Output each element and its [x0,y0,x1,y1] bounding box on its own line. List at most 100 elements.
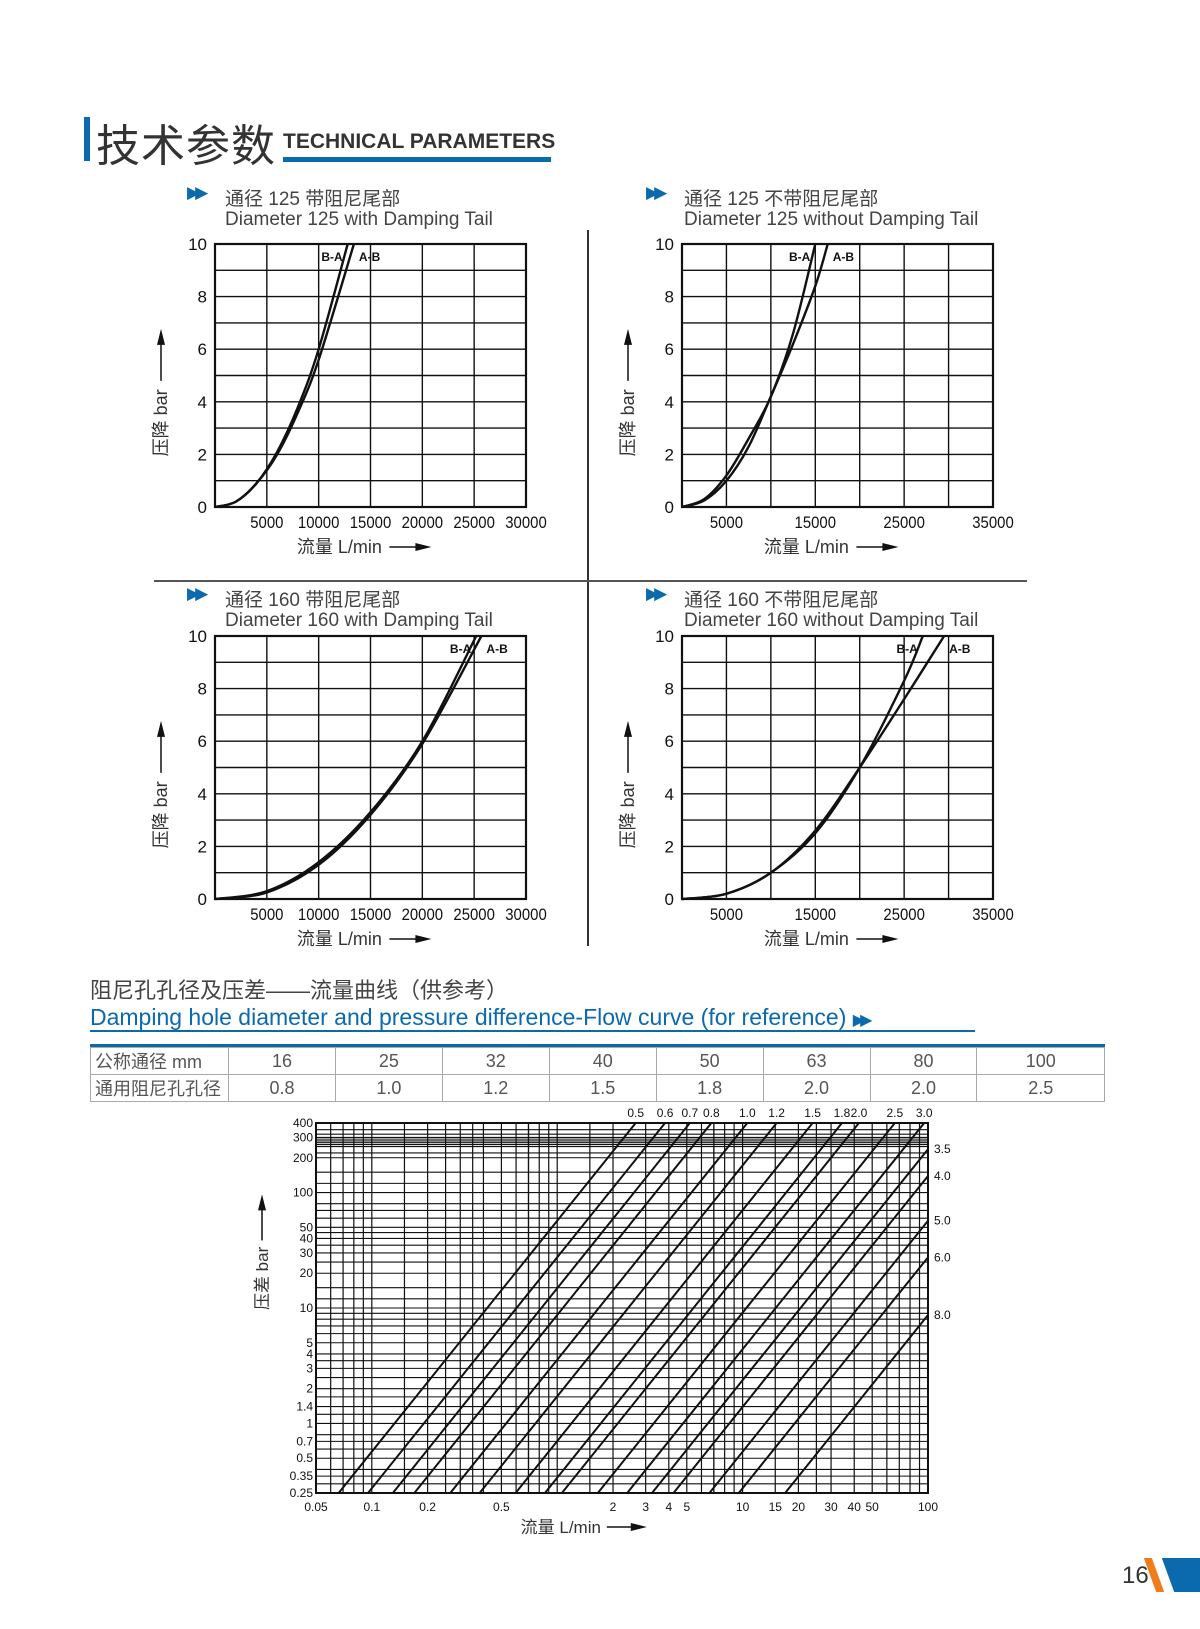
title-underline [283,157,551,162]
table-cell: 50 [655,1047,764,1075]
orifice-curve [561,1122,860,1494]
series-curve-A-B [214,635,483,901]
x-tick-label: 5000 [250,513,283,532]
y-axis-label: 压降 bar [151,389,171,456]
y-axis-label: 压降 bar [618,389,638,456]
orifice-diameter-label: 0.7 [682,1106,699,1120]
table-row-orifice: 通用阻尼孔孔径 0.8 1.0 1.2 1.5 1.8 2.0 2.0 2.5 [90,1074,1105,1102]
chart-3-header: ▶▶ [187,584,208,604]
y-tick-label: 10 [188,235,207,254]
y-tick-label: 300 [293,1130,313,1144]
y-tick-label: 8 [198,680,207,699]
arrow-right-icon [415,543,432,551]
orifice-diameter-label: 3.0 [916,1106,933,1120]
table-cell: 1.5 [548,1074,657,1102]
arrow-up-icon [157,328,165,345]
series-curve-A-B [681,635,946,901]
plot-frame [315,1122,929,1494]
series-label-B-A: B-A [789,250,811,264]
y-tick-label: 4 [306,1347,313,1361]
series-label-A-B: A-B [486,642,508,656]
x-tick-label: 25000 [453,905,495,924]
chart-2-title-zh: 通径 125 不带阻尼尾部 [684,189,879,210]
section-title-zh: 阻尼孔孔径及压差——流量曲线（供参考） [90,978,509,1003]
y-axis-label: 压差 bar [253,1246,272,1310]
orifice-log-chart: 0.05 0.1 0.2 0.5 2 3 4 5 10 15 20 30 40 50 10040030020… [253,1106,951,1537]
table-cell: 2.5 [976,1074,1105,1102]
y-tick-label: 4 [665,393,674,412]
y-tick-label: 200 [293,1151,313,1165]
chart-4-title-zh: 通径 160 不带阻尼尾部 [684,590,879,611]
y-axis-label: 压降 bar [618,781,638,848]
series-label-A-B: A-B [833,250,855,264]
plot-frame [213,242,528,509]
table-cell: 1.2 [441,1074,550,1102]
y-tick-label: 10 [655,235,674,254]
y-tick-label: 6 [198,340,207,359]
y-tick-label: 1.4 [296,1400,313,1414]
arrow-right-icon [415,935,432,943]
y-tick-label: 5 [306,1336,313,1350]
orifice-diameter-label: 1.0 [739,1106,756,1120]
double-chevron-icon: ▶▶ [646,183,667,202]
chart-2-title-en: Diameter 125 without Damping Tail [684,209,979,230]
y-tick-label: 2 [198,837,207,856]
y-tick-label: 8 [665,680,674,699]
y-axis-label: 压降 bar [151,781,171,848]
y-tick-label: 10 [188,627,207,646]
double-chevron-icon: ▶▶ [646,584,667,603]
table-cell: 1.0 [334,1074,443,1102]
chart-3-title-zh: 通径 160 带阻尼尾部 [225,590,401,611]
chart-4-header: ▶▶ [646,584,667,604]
page-title-zh: 技术参数 [96,122,276,171]
y-tick-label: 10 [300,1301,314,1315]
y-tick-label: 100 [293,1186,313,1200]
series-label-A-B: A-B [949,642,971,656]
x-tick-label: 10000 [298,905,340,924]
orifice-curve [367,1122,666,1494]
series-label-B-A: B-A [321,250,343,264]
y-tick-label: 6 [665,732,674,751]
x-tick-label: 2 [610,1500,617,1514]
x-tick-label: 20000 [402,905,444,924]
series-curve-A-B [214,243,356,509]
x-tick-label: 35000 [972,905,1014,924]
y-tick-label: 8 [198,288,207,307]
chart-4-title-en: Diameter 160 without Damping Tail [684,610,979,631]
x-tick-label: 15000 [350,513,392,532]
chart-3: 5000 10000 15000 20000 25000 30000 0 2 4 6 8 10 B-A A… [151,627,547,949]
x-tick-label: 0.2 [419,1500,436,1514]
orifice-diameter-label: 2.0 [851,1106,868,1120]
y-tick-label: 2 [198,445,207,464]
page-title-en: TECHNICAL PARAMETERS [283,130,556,153]
x-tick-label: 0.1 [363,1500,380,1514]
y-tick-label: 2 [665,445,674,464]
x-tick-label: 20000 [402,513,444,532]
orifice-curve [514,1122,814,1494]
y-tick-label: 0.5 [296,1451,313,1465]
x-tick-label: 0.5 [493,1500,510,1514]
orifice-diameter-label: 0.5 [627,1106,644,1120]
chart-2-header: ▶▶ [646,183,667,203]
y-tick-label: 6 [198,732,207,751]
orifice-curve [449,1122,749,1494]
orifice-curve [738,1256,929,1494]
plot-frame [680,242,995,509]
orifice-curve [413,1122,713,1494]
orifice-curve [626,1122,925,1494]
orifice-curve [708,1220,929,1494]
y-tick-label: 8 [665,288,674,307]
x-tick-label: 35000 [972,513,1014,532]
x-tick-label: 100 [918,1500,938,1514]
x-tick-label: 40 [848,1500,862,1514]
y-tick-label: 1 [306,1416,313,1430]
section-title-en: Damping hole diameter and pressure diffe… [90,1004,872,1031]
x-tick-label: 5000 [250,905,283,924]
table-cell: 2.0 [762,1074,871,1102]
y-tick-label: 2 [665,837,674,856]
orifice-diameter-label: 2.5 [887,1106,904,1120]
page-number: 16 [1122,1562,1149,1589]
x-tick-label: 25000 [883,513,925,532]
x-axis-label: 流量 L/min [297,537,382,557]
orifice-diameter-label: 6.0 [934,1250,951,1264]
